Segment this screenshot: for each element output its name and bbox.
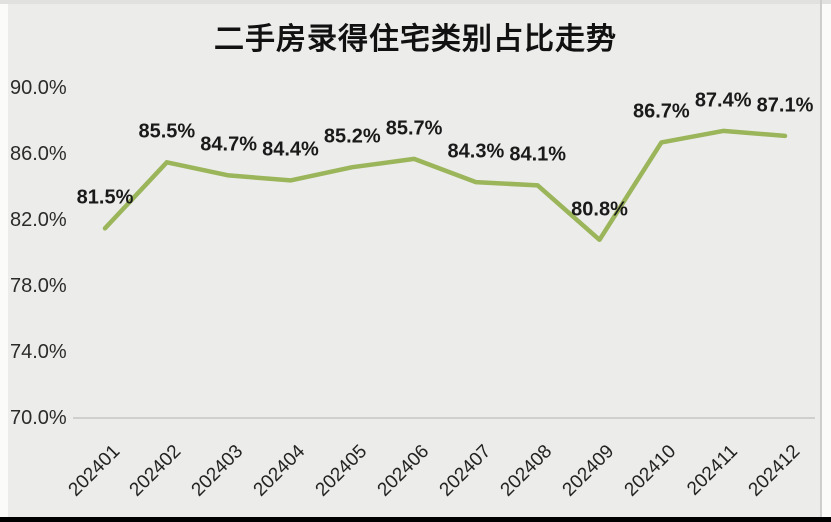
data-label: 81.5% [76, 186, 134, 209]
data-label: 84.4% [262, 138, 319, 161]
right-border [820, 0, 822, 517]
y-tick-label: 90.0% [10, 77, 67, 99]
data-label: 86.7% [633, 100, 690, 123]
data-label: 85.5% [138, 120, 196, 143]
y-tick-label: 74.0% [10, 341, 67, 363]
data-label: 87.4% [694, 89, 752, 112]
series-line [102, 128, 788, 243]
data-label: 84.7% [200, 133, 257, 156]
chart-title: 二手房录得住宅类别占比走势 [214, 23, 617, 56]
data-label: 84.1% [509, 143, 567, 166]
plot-area [8, 4, 821, 517]
data-label: 85.2% [323, 125, 381, 148]
bottom-border [0, 517, 831, 522]
y-tick-label: 86.0% [10, 143, 67, 165]
x-axis-line [73, 417, 815, 419]
y-tick-label: 82.0% [10, 209, 67, 231]
data-label: 87.1% [756, 94, 814, 117]
y-tick-label: 70.0% [10, 407, 67, 429]
top-border [0, 0, 831, 4]
data-label: 85.7% [385, 117, 443, 140]
y-tick-label: 78.0% [10, 275, 67, 297]
data-label: 80.8% [571, 198, 628, 221]
data-label: 84.3% [447, 140, 505, 163]
